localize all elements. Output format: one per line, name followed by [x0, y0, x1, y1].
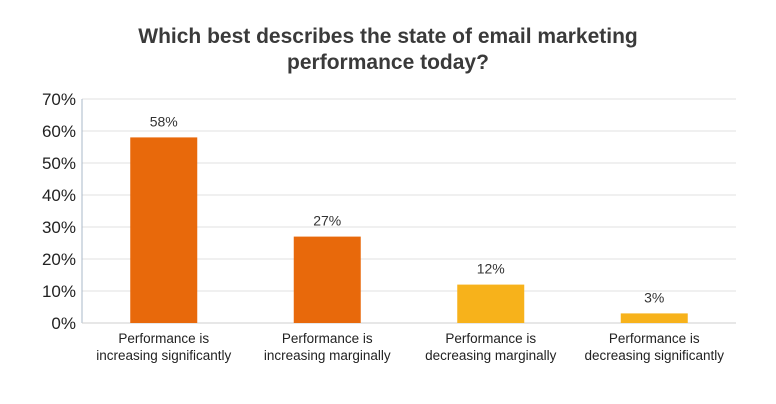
bar: [620, 313, 688, 323]
y-tick-label: 60%: [42, 122, 76, 141]
x-tick-label: Performance is: [445, 331, 536, 346]
x-tick-label: increasing significantly: [96, 348, 231, 363]
data-label: 3%: [644, 289, 664, 305]
y-tick-label: 0%: [51, 314, 76, 333]
data-label: 58%: [150, 113, 178, 129]
x-tick-label: Performance is: [609, 331, 700, 346]
y-tick-label: 70%: [42, 90, 76, 109]
y-tick-label: 50%: [42, 154, 76, 173]
data-label: 27%: [313, 213, 341, 229]
data-label: 12%: [477, 261, 505, 277]
x-tick-label: decreasing significantly: [584, 348, 724, 363]
chart-title-line-1: Which best describes the state of email …: [138, 25, 638, 48]
bar: [457, 284, 525, 323]
y-tick-label: 10%: [42, 282, 76, 301]
bar: [293, 236, 361, 323]
chart-title: Which best describes the state of email …: [0, 24, 776, 76]
y-tick-label: 20%: [42, 250, 76, 269]
y-tick-label: 30%: [42, 218, 76, 237]
x-tick-label: decreasing marginally: [425, 348, 557, 363]
x-tick-label: increasing marginally: [264, 348, 391, 363]
x-tick-label: Performance is: [118, 331, 209, 346]
bar: [130, 137, 198, 323]
chart-title-line-2: performance today?: [287, 51, 489, 74]
x-tick-label: Performance is: [282, 331, 373, 346]
y-tick-label: 40%: [42, 186, 76, 205]
